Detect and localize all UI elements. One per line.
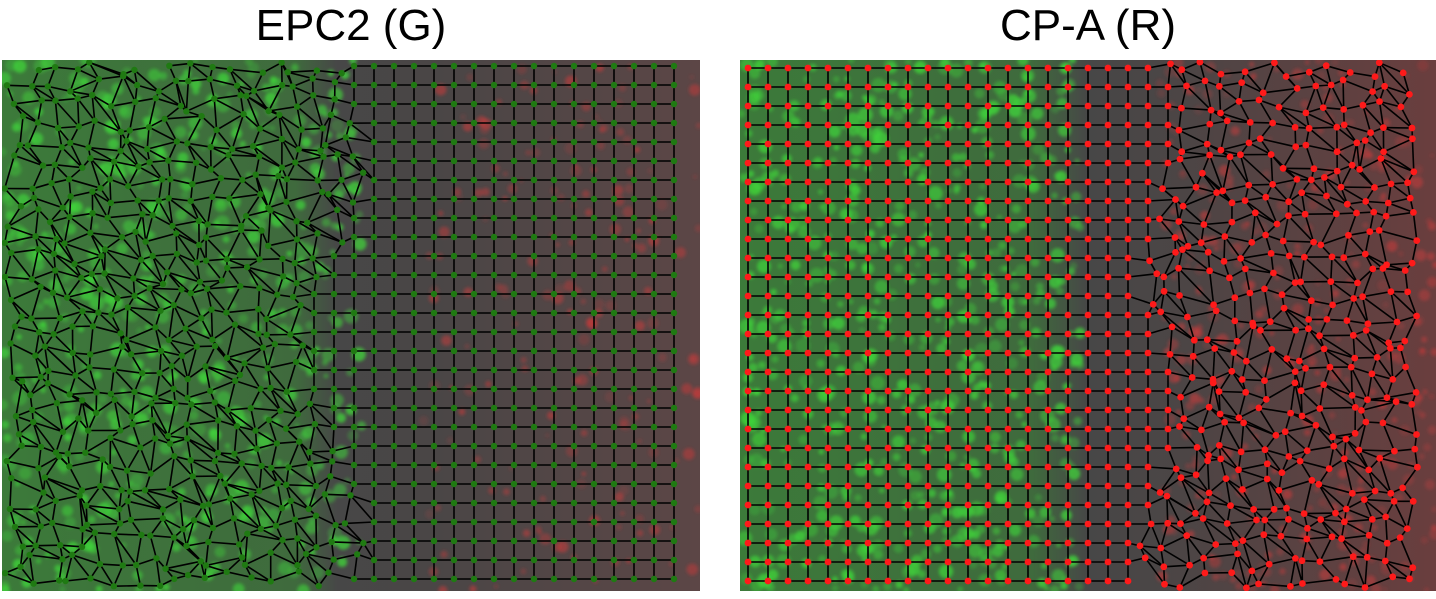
- panel-title-epc2: EPC2 (G): [255, 1, 447, 50]
- cpa-micrograph-image: [740, 60, 1436, 591]
- epc2-micrograph-image: [2, 60, 700, 591]
- cpa-micrograph-panel: [740, 60, 1436, 591]
- epc2-micrograph-panel: [2, 60, 700, 591]
- panel-title-cpa: CP-A (R): [1000, 1, 1176, 50]
- mesh-nodes: [744, 60, 1421, 591]
- mesh-nodes: [2, 60, 678, 590]
- fluorescent-cells: [2, 60, 700, 591]
